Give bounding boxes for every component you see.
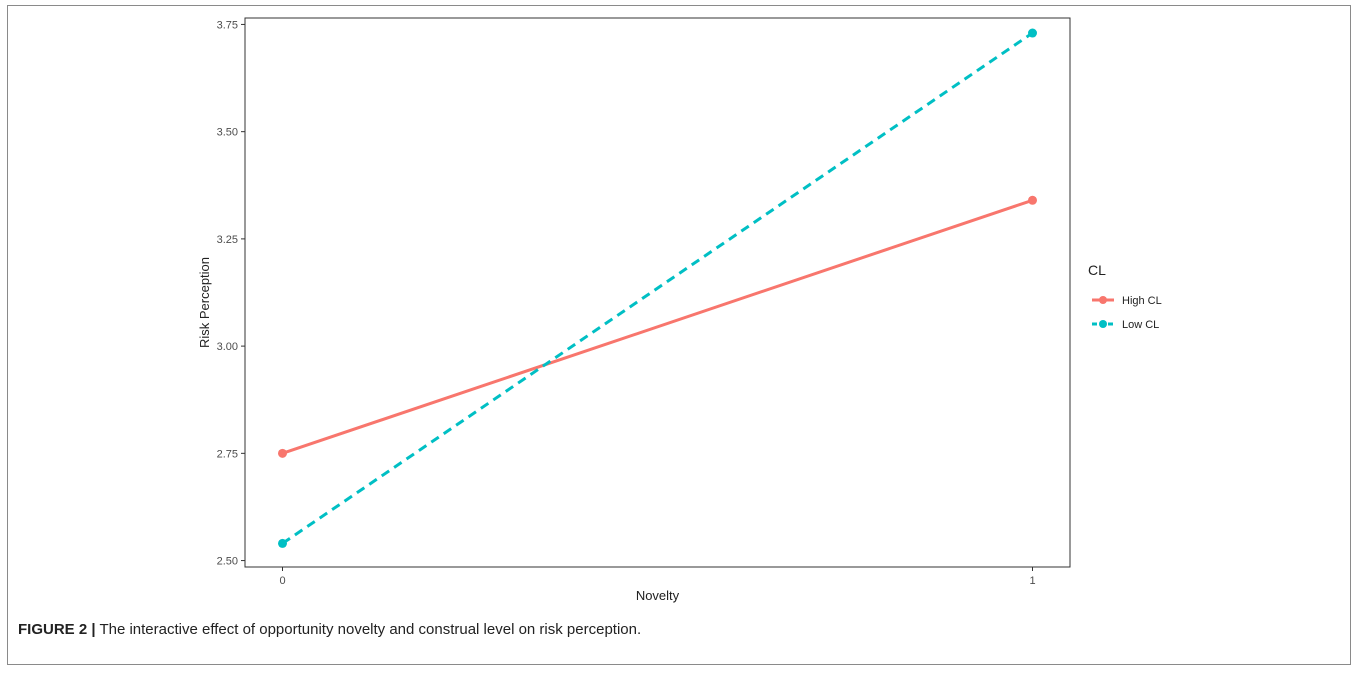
legend-title: CL	[1088, 262, 1106, 278]
legend-key-point	[1099, 296, 1107, 304]
y-tick-label: 3.00	[217, 341, 238, 353]
plot-panel	[244, 17, 1071, 568]
caption-text: The interactive effect of opportunity no…	[95, 621, 642, 638]
figure-frame	[7, 5, 1351, 665]
legend: CL High CL Low CL	[1088, 262, 1162, 331]
figure-caption: FIGURE 2 | The interactive effect of opp…	[18, 621, 1338, 638]
data-point	[1028, 28, 1037, 38]
y-axis-title: Risk Perception	[197, 257, 212, 348]
x-tick-label: 1	[1029, 575, 1035, 587]
y-tick-label: 3.75	[217, 19, 238, 31]
series-layer	[278, 28, 1037, 548]
series-line	[281, 31, 1034, 545]
y-axis: 2.50 2.75 3.00 3.25 3.50 3.75	[217, 19, 245, 568]
y-tick-label: 3.50	[217, 127, 238, 139]
x-tick-label: 0	[279, 575, 285, 587]
legend-label: High CL	[1122, 295, 1162, 307]
legend-key-point	[1099, 320, 1107, 328]
data-point	[278, 538, 287, 548]
series-line	[282, 198, 1033, 455]
y-tick-label: 3.25	[217, 234, 238, 246]
data-point	[1028, 195, 1037, 205]
legend-label: Low CL	[1122, 319, 1159, 331]
y-tick-label: 2.75	[217, 448, 238, 460]
y-tick-label: 2.50	[217, 556, 238, 568]
x-axis-title: Novelty	[636, 588, 680, 603]
caption-label: FIGURE 2 |	[18, 621, 96, 638]
data-point	[278, 448, 287, 458]
